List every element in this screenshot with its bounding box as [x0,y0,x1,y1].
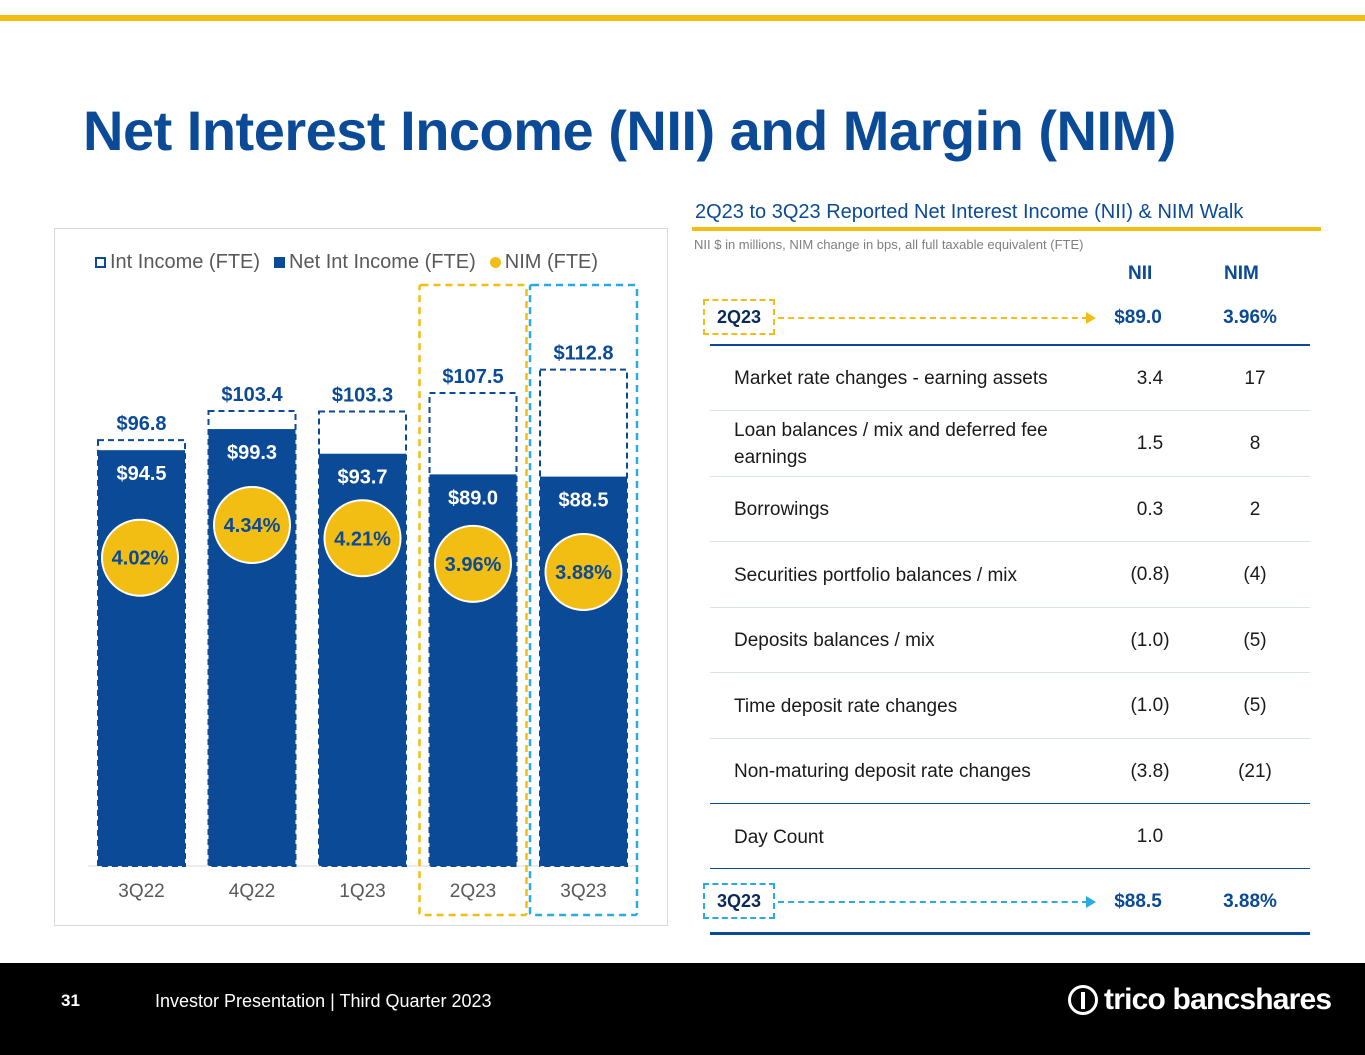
walk-end-arrow-head-icon [1086,896,1096,908]
walk-end-label: 3Q23 [703,883,775,919]
walk-row-nii: 3.4 [1136,367,1164,389]
nim-point [434,524,512,603]
walk-row-label: Deposits balances / mix [734,630,935,651]
walk-row-nii: 0.3 [1136,498,1164,520]
data-label-int-income: $107.5 [442,366,503,388]
data-label-nim: 4.02% [112,548,169,570]
top-accent-rule [0,15,1365,21]
legend-item-net-int-income: Net Int Income (FTE) [274,251,476,274]
walk-row-nii: 1.5 [1136,433,1164,454]
walk-title: 2Q23 to 3Q23 Reported Net Interest Incom… [695,201,1244,223]
walk-row: Borrowings 0.3 2 [710,477,1310,542]
data-label-nim: 4.34% [224,515,281,537]
legend-swatch-net-int-income [274,257,286,268]
x-tick-label: 4Q22 [229,881,275,902]
bar-net-int-income [98,450,185,866]
walk-row-label: Non-maturing deposit rate changes [734,761,1031,782]
nim-point [323,499,402,578]
walk-row-nim: (4) [1243,564,1267,585]
chart-legend: Int Income (FTE) Net Int Income (FTE) NI… [95,251,598,274]
walk-subtitle: NII $ in millions, NIM change in bps, al… [694,237,1084,252]
walk-end-nii: $88.5 [1114,891,1162,912]
walk-row: Day Count 1.0 [710,805,1310,870]
walk-row: Securities portfolio balances / mix (0.8)… [710,543,1310,608]
data-label-int-income: $96.8 [116,413,166,435]
walk-row-label: Borrowings [734,499,830,520]
walk-row-label: Market rate changes - earning assets [734,368,1048,389]
nim-point [544,533,623,611]
data-label-net-int-income: $93.7 [337,467,387,489]
data-label-nim: 3.96% [445,554,502,576]
walk-row-nim: (5) [1243,629,1267,651]
column-header-nim: NIM [1224,263,1259,284]
highlight-frame-2q23 [418,283,528,917]
data-label-nim: 4.21% [334,528,391,550]
legend-label-nim: NIM (FTE) [504,251,599,273]
walk-row-nii: (1.0) [1130,695,1170,716]
legend-swatch-int-income [95,257,106,268]
nim-point [101,518,179,597]
data-label-nim: 3.88% [555,562,612,584]
walk-row: Market rate changes - earning assets 3.4 1… [710,346,1310,411]
walk-row-label: Loan balances / mix and deferred fee ear… [734,420,1048,468]
walk-start-arrow-line [778,317,1088,319]
data-label-net-int-income: $94.5 [116,463,166,485]
highlight-frame-3q23 [528,283,639,917]
data-label-int-income: $112.8 [553,343,613,365]
legend-item-int-income: Int Income (FTE) [95,251,260,274]
walk-row-nim: 2 [1249,498,1261,520]
x-tick-label: 3Q23 [560,881,606,902]
walk-row-nii: (0.8) [1130,564,1170,585]
walk-row-nim: 8 [1249,433,1261,454]
walk-row-nii: 1.0 [1136,826,1164,847]
brand-logo: trico bancshares [1068,983,1332,1017]
walk-start-label: 2Q23 [703,299,775,335]
walk-end-rule [710,932,1310,935]
tree-logo-icon [1068,985,1098,1015]
walk-row: Time deposit rate changes (1.0) (5) [710,674,1310,739]
data-label-net-int-income: $99.3 [227,442,277,464]
walk-title-rule [692,227,1321,231]
brand-name: trico bancshares [1104,983,1332,1016]
legend-item-nim: NIM (FTE) [489,251,599,274]
legend-label-int-income: Int Income (FTE) [110,251,261,273]
page-number: 31 [61,991,80,1010]
walk-row-label: Securities portfolio balances / mix [734,564,1018,586]
walk-row-nim: (5) [1243,695,1267,716]
walk-daycount-rule [710,868,1310,869]
data-label-int-income: $103.3 [332,384,393,406]
walk-row-label: Day Count [734,826,824,848]
walk-row-nii: (1.0) [1130,629,1170,651]
walk-row-label: Time deposit rate changes [734,695,958,717]
walk-start-nim: 3.96% [1223,307,1277,328]
walk-end-nim: 3.88% [1223,891,1277,912]
column-header-nii: NII [1128,263,1153,284]
legend-swatch-nim [489,257,501,268]
walk-row-nim: 17 [1244,367,1266,389]
walk-start-arrow-head-icon [1086,312,1096,324]
data-label-net-int-income: $88.5 [558,490,608,512]
x-tick-label: 3Q22 [118,881,164,902]
x-tick-label: 2Q23 [450,881,496,902]
x-tick-label: 1Q23 [339,881,385,902]
data-label-int-income: $103.4 [221,384,283,406]
data-label-net-int-income: $89.0 [448,487,498,509]
walk-row: Deposits balances / mix (1.0) (5) [710,608,1310,673]
walk-row: Loan balances / mix and deferred fee ear… [710,412,1310,477]
walk-start-nii: $89.0 [1114,307,1162,328]
nim-point [213,486,291,564]
page-title: Net Interest Income (NII) and Margin (NI… [83,99,1176,162]
walk-start-rule [710,344,1310,346]
walk-row-nim: (21) [1238,760,1272,782]
walk-end-arrow-line [778,901,1088,903]
walk-row: Non-maturing deposit rate changes (3.8) (2… [710,739,1310,804]
footer-text: Investor Presentation | Third Quarter 20… [155,991,492,1011]
legend-label-net-int-income: Net Int Income (FTE) [289,251,476,273]
walk-row-nim [1205,805,1305,870]
walk-subtotal-rule [710,803,1310,804]
footer-bar [0,963,1365,1055]
walk-row-nii: (3.8) [1130,760,1170,782]
